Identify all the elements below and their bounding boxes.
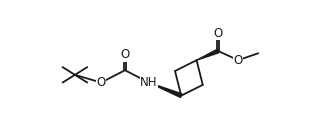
Text: O: O	[120, 48, 130, 61]
Text: O: O	[97, 76, 106, 89]
Text: NH: NH	[140, 76, 158, 89]
Text: O: O	[213, 27, 223, 40]
Text: O: O	[233, 54, 243, 67]
Polygon shape	[149, 83, 182, 97]
Polygon shape	[197, 49, 219, 60]
